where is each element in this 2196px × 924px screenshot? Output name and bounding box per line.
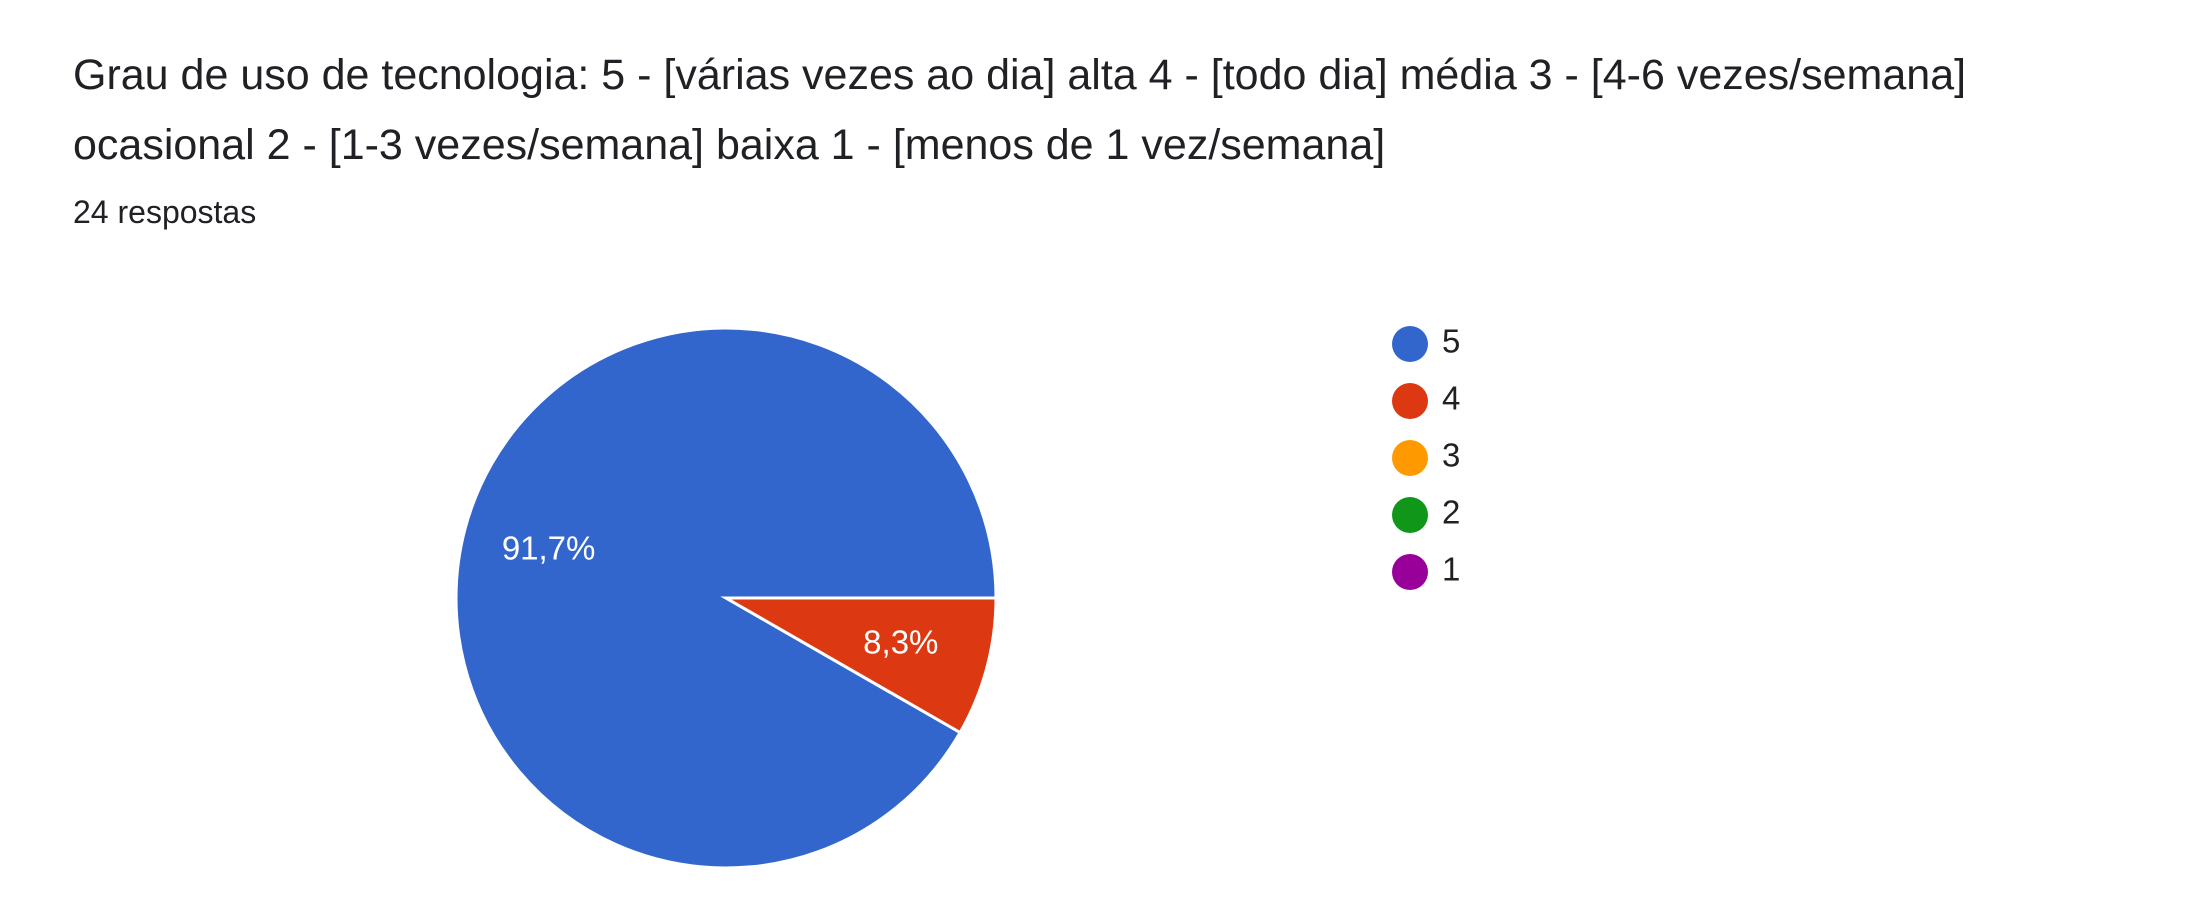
legend-swatch-5 (1392, 326, 1428, 362)
pie-labels: 91,7% 8,3% (502, 529, 939, 660)
legend-swatch-4 (1392, 383, 1428, 419)
legend-item-2[interactable]: 2 (1392, 494, 1460, 533)
legend-label-1: 1 (1442, 551, 1460, 588)
legend-item-5[interactable]: 5 (1392, 323, 1460, 362)
slice-label-4: 8,3% (863, 623, 938, 660)
legend-swatch-3 (1392, 440, 1428, 476)
legend-item-3[interactable]: 3 (1392, 437, 1460, 476)
legend-swatch-2 (1392, 497, 1428, 533)
pie-slices (454, 326, 998, 870)
legend: 5 4 3 2 1 (1392, 323, 1460, 590)
legend-item-1[interactable]: 1 (1392, 551, 1460, 590)
response-count: 24 respostas (73, 194, 257, 230)
legend-swatch-1 (1392, 554, 1428, 590)
legend-label-3: 3 (1442, 437, 1460, 474)
slice-label-5: 91,7% (502, 529, 596, 566)
pie-slice-4[interactable] (720, 596, 998, 735)
legend-label-4: 4 (1442, 380, 1460, 417)
legend-label-2: 2 (1442, 494, 1460, 531)
question-title: Grau de uso de tecnologia: 5 - [várias v… (73, 51, 1967, 169)
legend-item-4[interactable]: 4 (1392, 380, 1460, 419)
legend-label-5: 5 (1442, 323, 1460, 360)
